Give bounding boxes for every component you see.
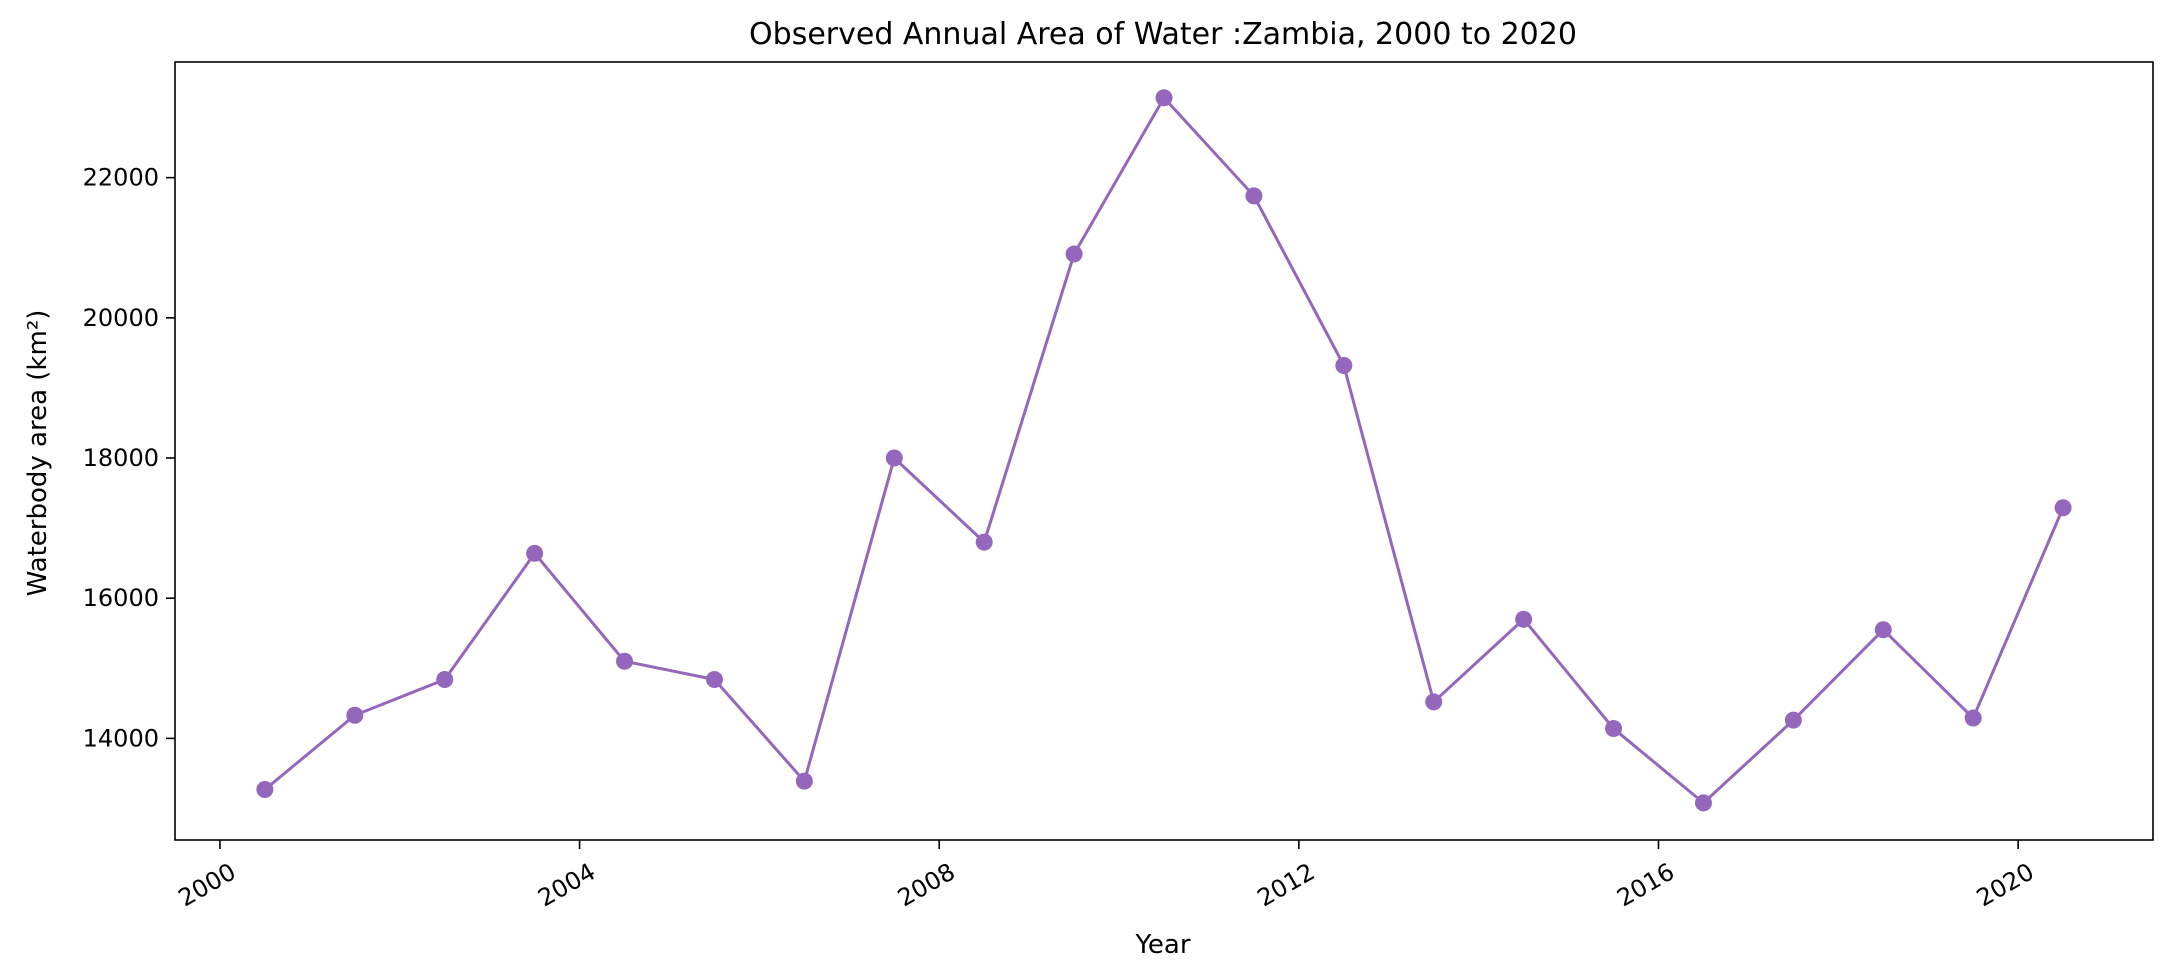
x-tick-label: 2020	[1972, 858, 2039, 913]
data-point	[1155, 89, 1173, 107]
data-point	[616, 652, 634, 670]
plot-frame	[174, 61, 2154, 841]
data-point	[1784, 711, 1802, 729]
y-tick-label: 16000	[83, 584, 159, 612]
data-point	[1245, 187, 1263, 205]
x-tick-label: 2000	[174, 858, 241, 913]
data-point	[436, 670, 454, 688]
y-tick-label: 18000	[83, 444, 159, 472]
y-axis-label: Waterbody area (km²)	[23, 310, 53, 597]
data-point	[346, 706, 364, 724]
data-point	[1515, 610, 1533, 628]
data-point	[2054, 499, 2072, 517]
data-point	[705, 670, 723, 688]
data-point	[1964, 709, 1982, 727]
y-tick-label: 14000	[83, 724, 159, 752]
data-point	[526, 544, 544, 562]
x-axis-label: Year	[1134, 930, 1190, 960]
x-axis-ticks: 2000 2004 2008 2012 2016 2020	[174, 840, 2039, 912]
chart-title: Observed Annual Area of Water :Zambia, 2…	[749, 17, 1577, 52]
series-points	[256, 89, 2072, 812]
data-point	[1605, 720, 1623, 738]
data-point	[1874, 621, 1892, 639]
data-point	[1694, 794, 1712, 812]
data-point	[1335, 356, 1353, 374]
y-tick-label: 20000	[83, 304, 159, 332]
series-line	[263, 96, 2065, 805]
data-point	[256, 781, 274, 799]
x-tick-label: 2004	[533, 858, 600, 913]
data-point	[795, 772, 813, 790]
y-tick-label: 22000	[83, 164, 159, 192]
x-tick-label: 2016	[1612, 858, 1679, 913]
y-axis-ticks: 14000 16000 18000 20000 22000	[83, 164, 175, 752]
data-point	[975, 533, 993, 551]
data-point	[1425, 693, 1443, 711]
x-tick-label: 2012	[1253, 858, 1320, 913]
data-point	[885, 449, 903, 467]
data-point	[1065, 245, 1083, 263]
x-tick-label: 2008	[893, 858, 960, 913]
